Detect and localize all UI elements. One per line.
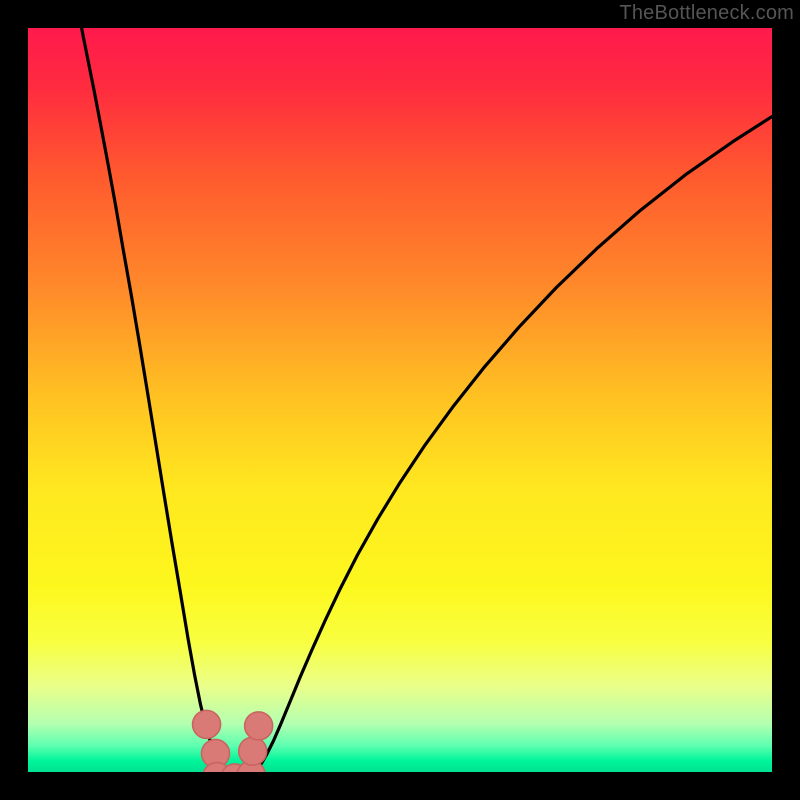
plot-area <box>28 28 772 772</box>
data-marker-0 <box>193 710 221 738</box>
data-marker-5 <box>239 737 267 765</box>
chart-frame: TheBottleneck.com <box>0 0 800 800</box>
gradient-background <box>28 28 772 772</box>
bottleneck-chart <box>28 28 772 772</box>
data-marker-6 <box>245 712 273 740</box>
watermark-text: TheBottleneck.com <box>619 2 794 25</box>
